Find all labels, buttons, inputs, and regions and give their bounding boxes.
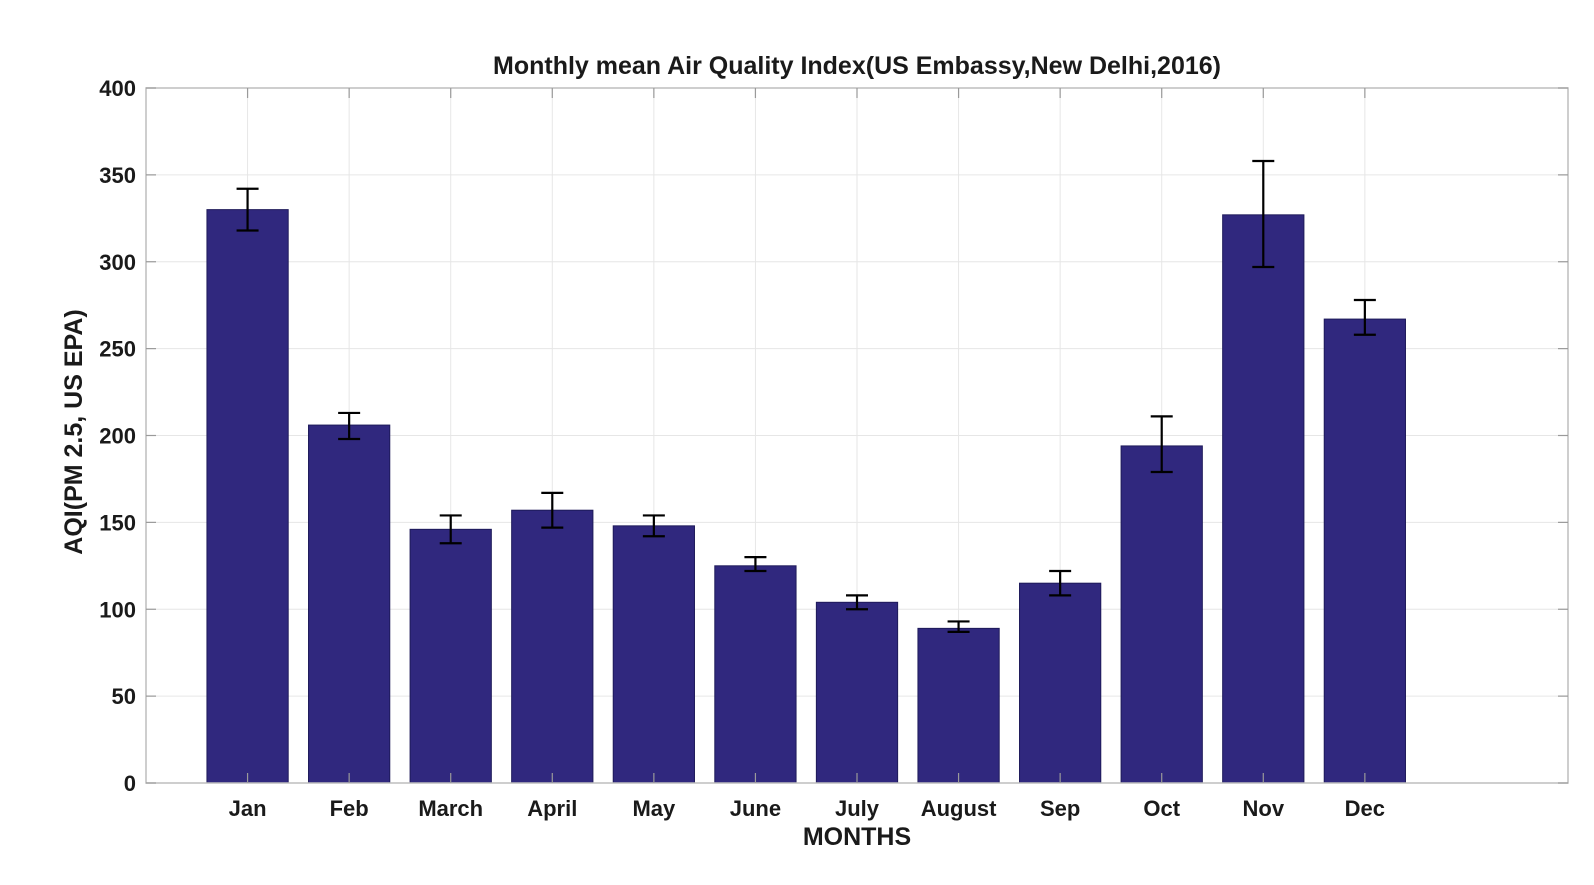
y-tick-label: 150 <box>99 510 136 535</box>
error-bar-may <box>642 514 665 538</box>
y-tick-label: 0 <box>124 771 136 796</box>
x-tick-label: Oct <box>1143 796 1180 821</box>
y-tick-label: 350 <box>99 163 136 188</box>
x-tick-label: Feb <box>330 796 369 821</box>
error-bar-feb <box>338 411 361 441</box>
error-bar-oct <box>1150 415 1173 474</box>
error-bars <box>236 159 1376 633</box>
y-axis-label: AQI(PM 2.5, US EPA) <box>60 309 88 554</box>
bar-nov <box>1222 214 1305 784</box>
x-tick-label: August <box>921 796 997 821</box>
bar-feb <box>308 424 391 784</box>
x-tick-label: May <box>632 796 676 821</box>
y-tick-label: 50 <box>112 684 136 709</box>
y-tick-label: 250 <box>99 337 136 362</box>
error-bar-jan <box>236 187 259 232</box>
bar-dec <box>1323 318 1406 784</box>
error-bar-june <box>744 556 767 573</box>
x-tick-label: Dec <box>1345 796 1385 821</box>
error-bar-july <box>846 594 868 611</box>
bar-jan <box>206 209 289 784</box>
x-tick-label: Sep <box>1040 796 1080 821</box>
error-bar-dec <box>1353 298 1376 336</box>
bar-march <box>409 528 492 784</box>
x-tick-label: March <box>418 796 483 821</box>
bar-august <box>917 627 1000 784</box>
bar-july <box>815 601 899 784</box>
bar-oct <box>1120 445 1203 784</box>
bar-april <box>511 509 594 784</box>
x-tick-label: April <box>527 796 577 821</box>
x-tick-label: Nov <box>1243 796 1285 821</box>
y-tick-label: 200 <box>99 424 136 449</box>
error-bar-august <box>947 620 970 633</box>
y-tick-label: 100 <box>99 597 136 622</box>
x-tick-label: Jan <box>229 796 267 821</box>
error-bar-march <box>439 514 462 545</box>
error-bar-april <box>541 491 564 529</box>
y-tick-label: 300 <box>99 250 136 275</box>
y-tick-label: 400 <box>99 76 136 101</box>
bar-june <box>714 565 797 784</box>
error-bar-sep <box>1049 569 1072 597</box>
bar-sep <box>1019 582 1102 784</box>
chart-title: Monthly mean Air Quality Index(US Embass… <box>493 52 1221 80</box>
bar-may <box>612 525 695 784</box>
error-bar-nov <box>1252 159 1275 269</box>
axes: 0 50 100 150 200 250 300 350 400 Jan Feb March April… <box>99 76 1569 821</box>
bars <box>206 209 1406 784</box>
x-axis-label: MONTHS <box>803 823 911 851</box>
x-tick-label: June <box>730 796 781 821</box>
x-tick-label: July <box>835 796 880 821</box>
